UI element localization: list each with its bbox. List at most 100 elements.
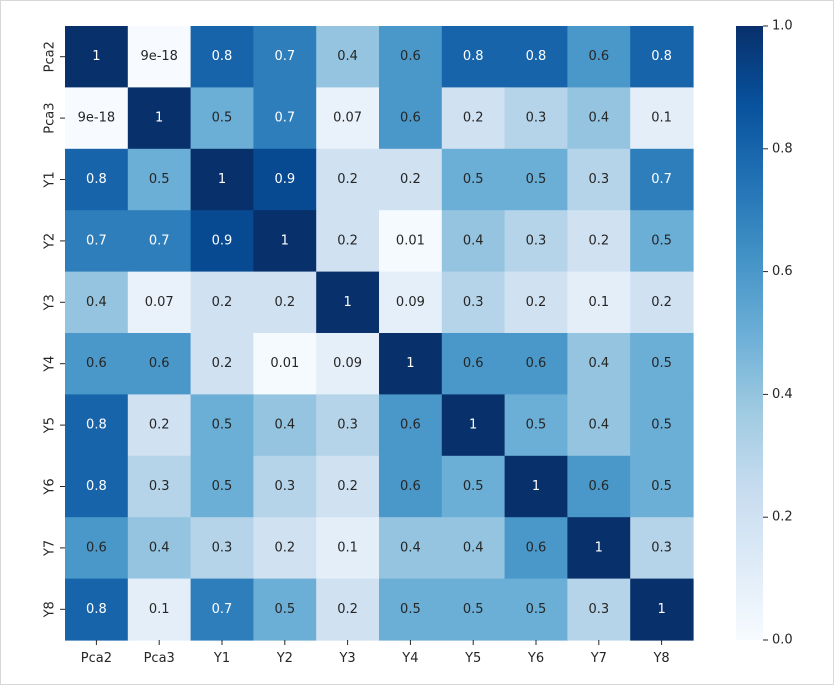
cell-annotation: 0.3 [588,602,609,617]
cell-annotation: 0.2 [212,295,233,310]
y-tick-label: Pca3 [43,102,58,133]
heatmap-cell [190,333,254,395]
heatmap-cell [504,26,568,88]
heatmap-cell [253,455,317,518]
heatmap-cell [379,578,443,641]
heatmap-cell [127,148,192,211]
cell-annotation: 0.6 [588,479,609,494]
cell-annotation: 0.3 [463,295,484,310]
colorbar-tick-label: 1.0 [772,19,793,34]
cell-annotation: 1 [155,111,163,126]
cell-annotation: 0.5 [651,233,672,248]
heatmap-cell [567,394,631,457]
heatmap-cell [441,394,506,457]
heatmap-cell [316,87,380,150]
cell-annotation: 0.5 [400,602,421,617]
cell-annotation: 0.8 [526,49,547,64]
cell-annotation: 0.2 [337,479,358,494]
cell-annotation: 0.2 [400,172,421,187]
cell-annotation: 0.8 [463,49,484,64]
heatmap-cell [190,517,254,580]
cell-annotation: 0.4 [588,111,609,126]
heatmap-cell [504,271,568,334]
cell-annotation: 0.3 [526,111,547,126]
cell-annotation: 0.4 [400,540,421,555]
heatmap-cell [253,578,317,641]
cell-annotation: 0.5 [463,602,484,617]
heatmap-cell [127,578,192,641]
cell-annotation: 0.5 [651,356,672,371]
heatmap-cell [253,210,317,273]
heatmap-cell [65,271,129,334]
x-axis: Pca2 Pca3 Y1 Y2 Y3 Y4 Y5 Y6 Y7 Y8 [81,640,670,666]
cell-annotation: 0.9 [212,233,233,248]
cell-annotation: 0.07 [145,295,174,310]
cell-annotation: 0.09 [396,295,425,310]
y-tick-label: Y2 [43,233,58,250]
heatmap-cell [567,333,631,395]
y-tick-label: Pca2 [43,41,58,72]
heatmap-cell [441,333,506,395]
y-tick-label: Y7 [43,540,58,557]
heatmap-cell [441,455,506,518]
heatmap-cell [441,210,506,273]
heatmap-cell [253,26,317,88]
heatmap-cell [316,26,380,88]
cell-annotation: 1 [218,172,226,187]
heatmap-cell [127,271,192,334]
cell-annotation: 1 [595,540,603,555]
heatmap-cell [504,87,568,150]
cell-annotation: 0.3 [212,540,233,555]
cell-annotation: 0.3 [651,540,672,555]
heatmap-cell [190,455,254,518]
cell-annotation: 0.2 [463,111,484,126]
heatmap-cell [127,333,192,395]
heatmap-cell [316,333,380,395]
cell-annotation: 0.1 [651,111,672,126]
x-tick-label: Y6 [527,651,544,666]
heatmap-cell [630,271,694,334]
heatmap-cell [65,148,129,211]
heatmap-cell [630,394,694,457]
heatmap-cell [379,394,443,457]
cell-annotation: 0.6 [400,418,421,433]
cell-annotation: 0.5 [212,479,233,494]
heatmap-cell [441,271,506,334]
heatmap-cell [630,148,694,211]
heatmap-cell [379,148,443,211]
heatmap-cell [127,455,192,518]
colorbar-gradient [736,26,763,640]
heatmap-cell [379,517,443,580]
x-tick-label: Y4 [401,651,418,666]
cell-annotation: 0.8 [86,172,107,187]
y-tick-label: Y4 [43,356,58,373]
heatmap-cell [190,87,254,150]
heatmap-cell [253,333,317,395]
heatmap-cell [567,210,631,273]
cell-annotation: 1 [469,418,477,433]
heatmap-cell [504,148,568,211]
heatmap-cell [379,87,443,150]
cell-annotation: 0.6 [86,540,107,555]
x-tick-label: Y3 [338,651,355,666]
heatmap-cell [441,578,506,641]
heatmap-cell [253,394,317,457]
heatmap-cell [630,26,694,88]
cell-annotation: 0.8 [86,602,107,617]
heatmap-cell [65,578,129,641]
cell-annotation: 0.6 [588,49,609,64]
heatmap-cell [441,26,506,88]
heatmap-cell [441,87,506,150]
cell-annotation: 0.7 [651,172,672,187]
heatmap-cell [567,87,631,150]
heatmap-cell [630,517,694,580]
cell-annotation: 0.6 [400,49,421,64]
cell-annotation: 0.4 [463,540,484,555]
cell-annotation: 0.7 [274,111,295,126]
cell-annotation: 0.1 [149,602,170,617]
cell-annotation: 0.1 [588,295,609,310]
cell-annotation: 0.7 [212,602,233,617]
cell-annotation: 1 [92,49,100,64]
heatmap-cell [127,210,192,273]
heatmap-cells: 1 9e-18 0.8 0.7 0.4 0.6 0.8 0.8 0.6 0.8 9e-18 1 0.5 0… [65,26,694,641]
